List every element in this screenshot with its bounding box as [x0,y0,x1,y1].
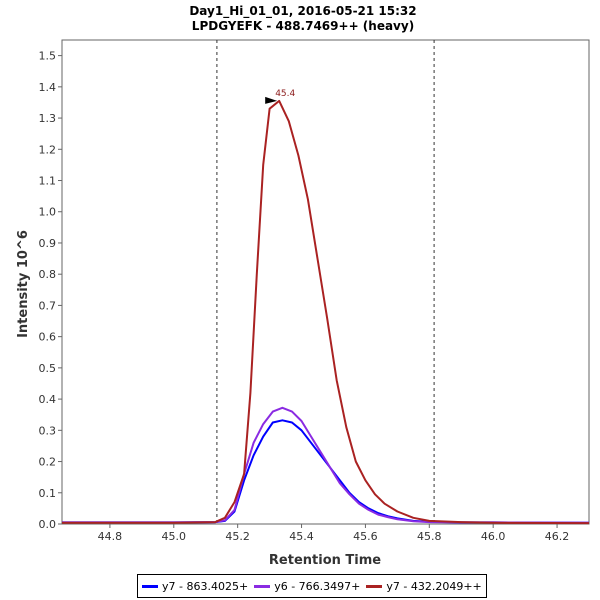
y-tick-label: 1.5 [39,50,57,63]
series-layer [62,99,590,525]
y-tick-label: 0.0 [39,518,57,531]
y-tick-label: 1.1 [39,175,57,188]
y-tick-label: 0.3 [39,424,57,437]
legend-swatch [142,584,158,588]
peak-annotation-group: 45.4 [265,89,296,104]
x-tick-label: 46.0 [481,530,506,543]
y-tick-label: 1.0 [39,206,57,219]
x-tick-label: 44.8 [98,530,123,543]
y-tick-label: 0.1 [39,487,57,500]
peak-marker-arrow [265,96,278,104]
y-axis-ticks: 0.0 0.1 0.2 0.3 0.4 0.5 0.6 0.7 0.8 0.9 1.0 1.1 1.2 1… [39,50,62,531]
peak-annotation-label: 45.4 [275,89,295,99]
y-tick-label: 1.3 [39,112,57,125]
y-tick-label: 1.4 [39,81,57,94]
y-tick-label: 0.4 [39,393,57,406]
y-tick-label: 0.6 [39,331,57,344]
series-line-2 [62,406,590,524]
x-tick-label: 46.2 [545,530,570,543]
legend-label: y6 - 766.3497+ [274,579,361,593]
chart-legend: y7 - 863.4025+ y6 - 766.3497+ y7 - 432.204… [137,574,487,598]
x-tick-label: 45.2 [225,530,250,543]
plot-area [61,39,590,525]
y-tick-label: 0.8 [39,268,57,281]
legend-item: y7 - 863.4025+ [142,580,248,593]
y-tick-label: 0.5 [39,362,57,375]
y-tick-label: 0.9 [39,237,57,250]
legend-item: y6 - 766.3497+ [254,580,360,593]
y-tick-label: 0.7 [39,299,57,312]
legend-swatch [254,584,271,588]
x-tick-label: 45.0 [162,530,187,543]
legend-swatch [366,584,383,588]
x-axis-label: Retention Time [269,553,381,568]
x-tick-label: 45.6 [353,530,378,543]
chart-subtitle: LPDGYEFK - 488.7469++ (heavy) [192,19,414,33]
chart-title: Day1_Hi_01_01, 2016-05-21 15:32 [189,4,416,19]
y-tick-label: 0.2 [39,456,57,469]
legend-label: y7 - 863.4025+ [162,579,249,593]
x-axis-ticks: 44.8 45.0 45.2 45.4 45.6 45.8 46.0 46.2 [98,524,570,543]
x-tick-label: 45.4 [289,530,314,543]
legend-item: y7 - 432.2049++ [366,579,482,593]
legend-label: y7 - 432.2049++ [386,579,482,593]
y-tick-label: 1.2 [39,143,57,156]
y-axis-label: Intensity 10^6 [16,230,31,338]
series-line-3 [62,99,590,525]
x-tick-label: 45.8 [417,530,442,543]
integration-boundaries [216,40,435,524]
